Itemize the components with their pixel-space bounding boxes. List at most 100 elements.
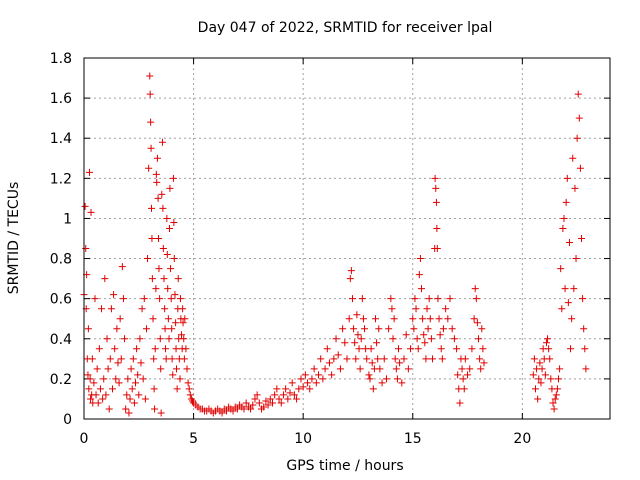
- data-point: [310, 365, 318, 373]
- data-point: [559, 224, 567, 232]
- data-point: [264, 401, 272, 409]
- data-point: [388, 305, 396, 313]
- data-point: [247, 405, 255, 413]
- data-point: [442, 305, 450, 313]
- data-point: [315, 371, 323, 379]
- data-point: [133, 345, 141, 353]
- data-point: [99, 395, 107, 403]
- data-point: [125, 409, 133, 417]
- data-point: [84, 325, 92, 333]
- data-point: [266, 395, 274, 403]
- data-point: [90, 379, 98, 387]
- data-point: [161, 325, 169, 333]
- data-point: [422, 355, 430, 363]
- data-point: [407, 345, 415, 353]
- data-point: [86, 375, 94, 383]
- data-point: [436, 331, 444, 339]
- data-point: [400, 355, 408, 363]
- data-point: [473, 319, 481, 327]
- data-point: [142, 325, 150, 333]
- data-point: [582, 365, 590, 373]
- data-point: [150, 355, 158, 363]
- data-point: [165, 224, 173, 232]
- data-point: [551, 395, 559, 403]
- data-point: [277, 399, 285, 407]
- data-point: [392, 365, 400, 373]
- data-point: [150, 385, 158, 393]
- data-point: [369, 385, 377, 393]
- data-point: [172, 365, 180, 373]
- data-point: [145, 164, 153, 172]
- data-point: [101, 275, 109, 283]
- data-point: [550, 405, 558, 413]
- data-point: [295, 385, 303, 393]
- data-point: [471, 285, 479, 293]
- data-point: [319, 375, 327, 383]
- data-point: [328, 371, 336, 379]
- data-point: [402, 331, 410, 339]
- data-point: [112, 375, 120, 383]
- data-point: [170, 218, 178, 226]
- data-point: [284, 395, 292, 403]
- data-point: [382, 375, 390, 383]
- data-point: [459, 375, 467, 383]
- data-point: [552, 391, 560, 399]
- y-tick-label: 0.6: [50, 292, 72, 308]
- data-point: [395, 345, 403, 353]
- data-point: [432, 184, 440, 192]
- data-point: [439, 325, 447, 333]
- data-point: [85, 168, 93, 176]
- data-point: [568, 315, 576, 323]
- data-point: [421, 339, 429, 347]
- data-point: [371, 315, 379, 323]
- data-point: [561, 285, 569, 293]
- data-point: [164, 285, 172, 293]
- data-point: [575, 114, 583, 122]
- data-point: [558, 305, 566, 313]
- data-point: [571, 184, 579, 192]
- data-point: [138, 305, 146, 313]
- data-point: [466, 365, 474, 373]
- data-point: [348, 295, 356, 303]
- data-point: [468, 345, 476, 353]
- data-point: [156, 295, 164, 303]
- data-point: [431, 174, 439, 182]
- data-point: [240, 405, 248, 413]
- data-point: [542, 339, 550, 347]
- data-point: [301, 371, 309, 379]
- data-point: [472, 295, 480, 303]
- data-point: [164, 315, 172, 323]
- data-point: [570, 285, 578, 293]
- data-point: [152, 285, 160, 293]
- data-point: [167, 265, 175, 273]
- y-tick-label: 1: [63, 211, 72, 227]
- data-point: [367, 345, 375, 353]
- data-point: [268, 399, 276, 407]
- data-point: [536, 359, 544, 367]
- data-point: [179, 319, 187, 327]
- data-point: [419, 315, 427, 323]
- data-point: [557, 265, 565, 273]
- data-point: [418, 285, 426, 293]
- data-point: [578, 235, 586, 242]
- data-point: [343, 355, 351, 363]
- data-point: [312, 379, 320, 387]
- data-point: [573, 134, 581, 142]
- data-point: [169, 371, 177, 379]
- data-point: [104, 365, 112, 373]
- data-point: [478, 325, 486, 333]
- data-point: [155, 235, 163, 242]
- data-point: [116, 315, 124, 323]
- data-point: [136, 335, 144, 343]
- data-point: [157, 409, 165, 417]
- data-point: [93, 365, 101, 373]
- data-point: [179, 305, 187, 313]
- data-point: [135, 391, 143, 399]
- data-point: [391, 355, 399, 363]
- data-point: [353, 311, 361, 319]
- data-point: [171, 291, 179, 299]
- data-point: [574, 90, 582, 98]
- data-point: [82, 245, 90, 253]
- data-point: [146, 72, 154, 80]
- data-point: [398, 379, 406, 387]
